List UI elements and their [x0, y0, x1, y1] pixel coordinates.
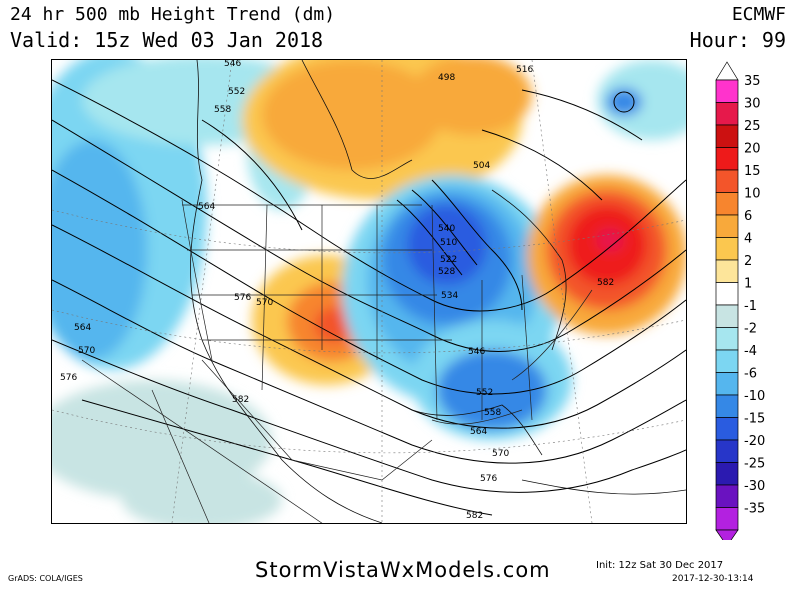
- colorbar-label: -10: [744, 389, 765, 404]
- colorbar-label: 2: [744, 254, 752, 269]
- contour-label: 534: [441, 291, 458, 301]
- colorbar-swatch: [715, 417, 739, 441]
- site-name: StormVistaWxModels.com: [255, 558, 551, 582]
- contour-label: 516: [516, 65, 533, 75]
- chart-title: 24 hr 500 mb Height Trend (dm): [10, 4, 336, 25]
- valid-time: Valid: 15z Wed 03 Jan 2018: [10, 28, 324, 52]
- contour-labels: 546 552 558 564 570 576 582 516 504 498 …: [60, 60, 614, 521]
- colorbar-label: 20: [744, 142, 761, 157]
- colorbar-label: -20: [744, 434, 765, 449]
- colorbar-swatch: [715, 214, 739, 238]
- forecast-hour: Hour: 99: [689, 28, 786, 52]
- colorbar-swatch: [715, 79, 739, 103]
- init-time: Init: 12z Sat 30 Dec 2017: [596, 560, 724, 571]
- colorbar-label: 25: [744, 119, 761, 134]
- contour-label: 528: [438, 267, 455, 277]
- anomaly-shading: [52, 60, 686, 523]
- contour-label: 582: [232, 395, 249, 405]
- height-contours: [52, 79, 686, 516]
- grads-credit: GrADS: COLA/IGES: [8, 574, 83, 583]
- colorbar-top-arrow: [715, 61, 739, 81]
- colorbar-swatch: [715, 327, 739, 351]
- colorbar-swatch: [715, 169, 739, 193]
- colorbar-swatch: [715, 462, 739, 486]
- contour-label: 558: [484, 408, 501, 418]
- color-scale-legend: 35 30 25 20 15 10 6 4 2 1 -1 -2 -4 -6 -10 -15 -20 -25 -30 -…: [715, 61, 765, 540]
- model-name: ECMWF: [731, 4, 786, 25]
- contour-label: 570: [256, 298, 273, 308]
- timestamp: 2017-12-30-13:14: [672, 574, 754, 584]
- colorbar-swatch: [715, 372, 739, 396]
- colorbar-label: -2: [744, 322, 757, 337]
- colorbar-label: 10: [744, 187, 761, 202]
- graticule: [52, 60, 686, 523]
- contour-label: 576: [234, 293, 251, 303]
- colorbar-label: -35: [744, 502, 765, 517]
- colorbar-swatch: [715, 124, 739, 148]
- contour-label: 546: [224, 60, 241, 69]
- colorbar-label: -4: [744, 344, 757, 359]
- colorbar-label: 15: [744, 164, 761, 179]
- contour-label: 564: [74, 323, 91, 333]
- colorbar-swatch: [715, 102, 739, 126]
- colorbar-swatch: [715, 349, 739, 373]
- colorbar-swatch: [715, 237, 739, 261]
- coastlines: [190, 60, 686, 523]
- colorbar-swatch: [715, 507, 739, 531]
- contour-label: 576: [480, 474, 497, 484]
- state-boundaries: [81, 199, 593, 523]
- colorbar-label: -6: [744, 367, 757, 382]
- contour-label: 582: [466, 511, 483, 521]
- contour-label: 498: [438, 73, 455, 83]
- contour-label: 564: [470, 427, 487, 437]
- colorbar-swatch: [715, 282, 739, 306]
- colorbar-label: 1: [744, 277, 752, 292]
- colorbar-swatch: [715, 259, 739, 283]
- contour-label: 582: [597, 278, 614, 288]
- contour-label: 552: [228, 87, 245, 97]
- colorbar-label: 6: [744, 209, 752, 224]
- colorbar-swatch: [715, 304, 739, 328]
- contour-label: 570: [78, 346, 95, 356]
- contour-label: 504: [473, 161, 490, 171]
- colorbar-swatch: [715, 439, 739, 463]
- colorbar-swatch: [715, 192, 739, 216]
- colorbar-swatch: [715, 394, 739, 418]
- colorbar-label: -25: [744, 457, 765, 472]
- colorbar-label: 30: [744, 97, 761, 112]
- height-trend-map: 546 552 558 564 570 576 582 516 504 498 …: [52, 60, 686, 523]
- contour-label: 576: [60, 373, 77, 383]
- contour-label: 540: [438, 224, 455, 234]
- colorbar-label: 35: [744, 74, 761, 89]
- colorbar-label: -15: [744, 412, 765, 427]
- contour-label: 558: [214, 105, 231, 115]
- contour-label: 564: [198, 202, 215, 212]
- contour-label: 510: [440, 238, 457, 248]
- contour-label: 552: [476, 388, 493, 398]
- map-panel: 546 552 558 564 570 576 582 516 504 498 …: [51, 59, 687, 524]
- contour-label: 522: [440, 255, 457, 265]
- colorbar-swatch: [715, 484, 739, 508]
- colorbar-label: -30: [744, 479, 765, 494]
- contour-label: 546: [468, 347, 485, 357]
- colorbar-swatch: [715, 147, 739, 171]
- colorbar-label: -1: [744, 299, 757, 314]
- contour-label: 570: [492, 449, 509, 459]
- colorbar-bottom-arrow: [715, 529, 739, 540]
- colorbar-label: 4: [744, 232, 752, 247]
